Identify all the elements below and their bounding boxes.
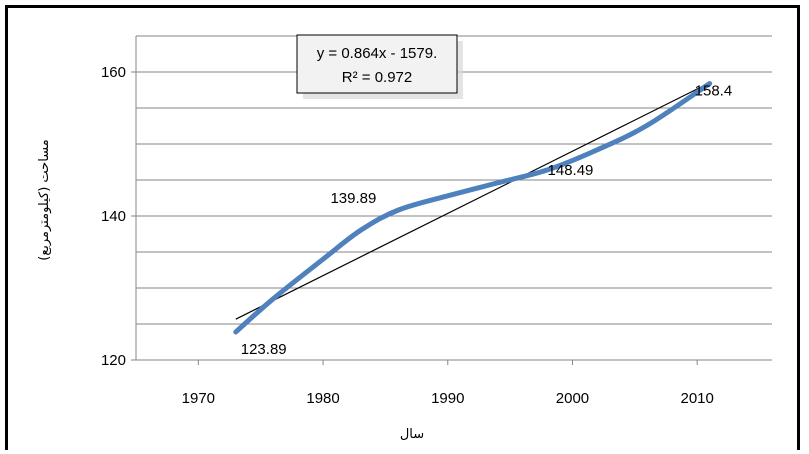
- x-tick-label: 2000: [556, 390, 589, 407]
- x-tick-label: 2010: [680, 390, 713, 407]
- data-labels: 123.89 139.89 148.49 158.4: [241, 83, 732, 358]
- x-axis-label: سال: [400, 427, 424, 442]
- series: [233, 81, 713, 335]
- tick-labels: 120 140 160 1970 1980 1990 2000 2010: [101, 64, 714, 407]
- series-line: [233, 81, 713, 335]
- data-label: 123.89: [241, 341, 287, 358]
- trendline-equation: y = 0.864x - 1579.: [317, 45, 438, 62]
- data-label: 148.49: [548, 162, 594, 179]
- data-label: 139.89: [330, 190, 376, 207]
- y-axis-label: مساحت (کیلومترمربع): [37, 139, 52, 260]
- x-tick-label: 1970: [182, 390, 215, 407]
- y-tick-label: 160: [101, 64, 126, 81]
- trendline-r-squared: R² = 0.972: [342, 69, 412, 86]
- axes: [131, 36, 772, 365]
- trendline-line: [235, 82, 710, 320]
- chart-frame: [5, 5, 800, 450]
- y-tick-label: 120: [101, 352, 126, 369]
- x-tick-label: 1990: [431, 390, 464, 407]
- y-tick-label: 140: [101, 208, 126, 225]
- trendline: [235, 82, 710, 320]
- x-tick-label: 1980: [306, 390, 339, 407]
- trendline-equation-box: y = 0.864x - 1579. R² = 0.972: [296, 34, 463, 99]
- data-label: 158.4: [695, 83, 733, 100]
